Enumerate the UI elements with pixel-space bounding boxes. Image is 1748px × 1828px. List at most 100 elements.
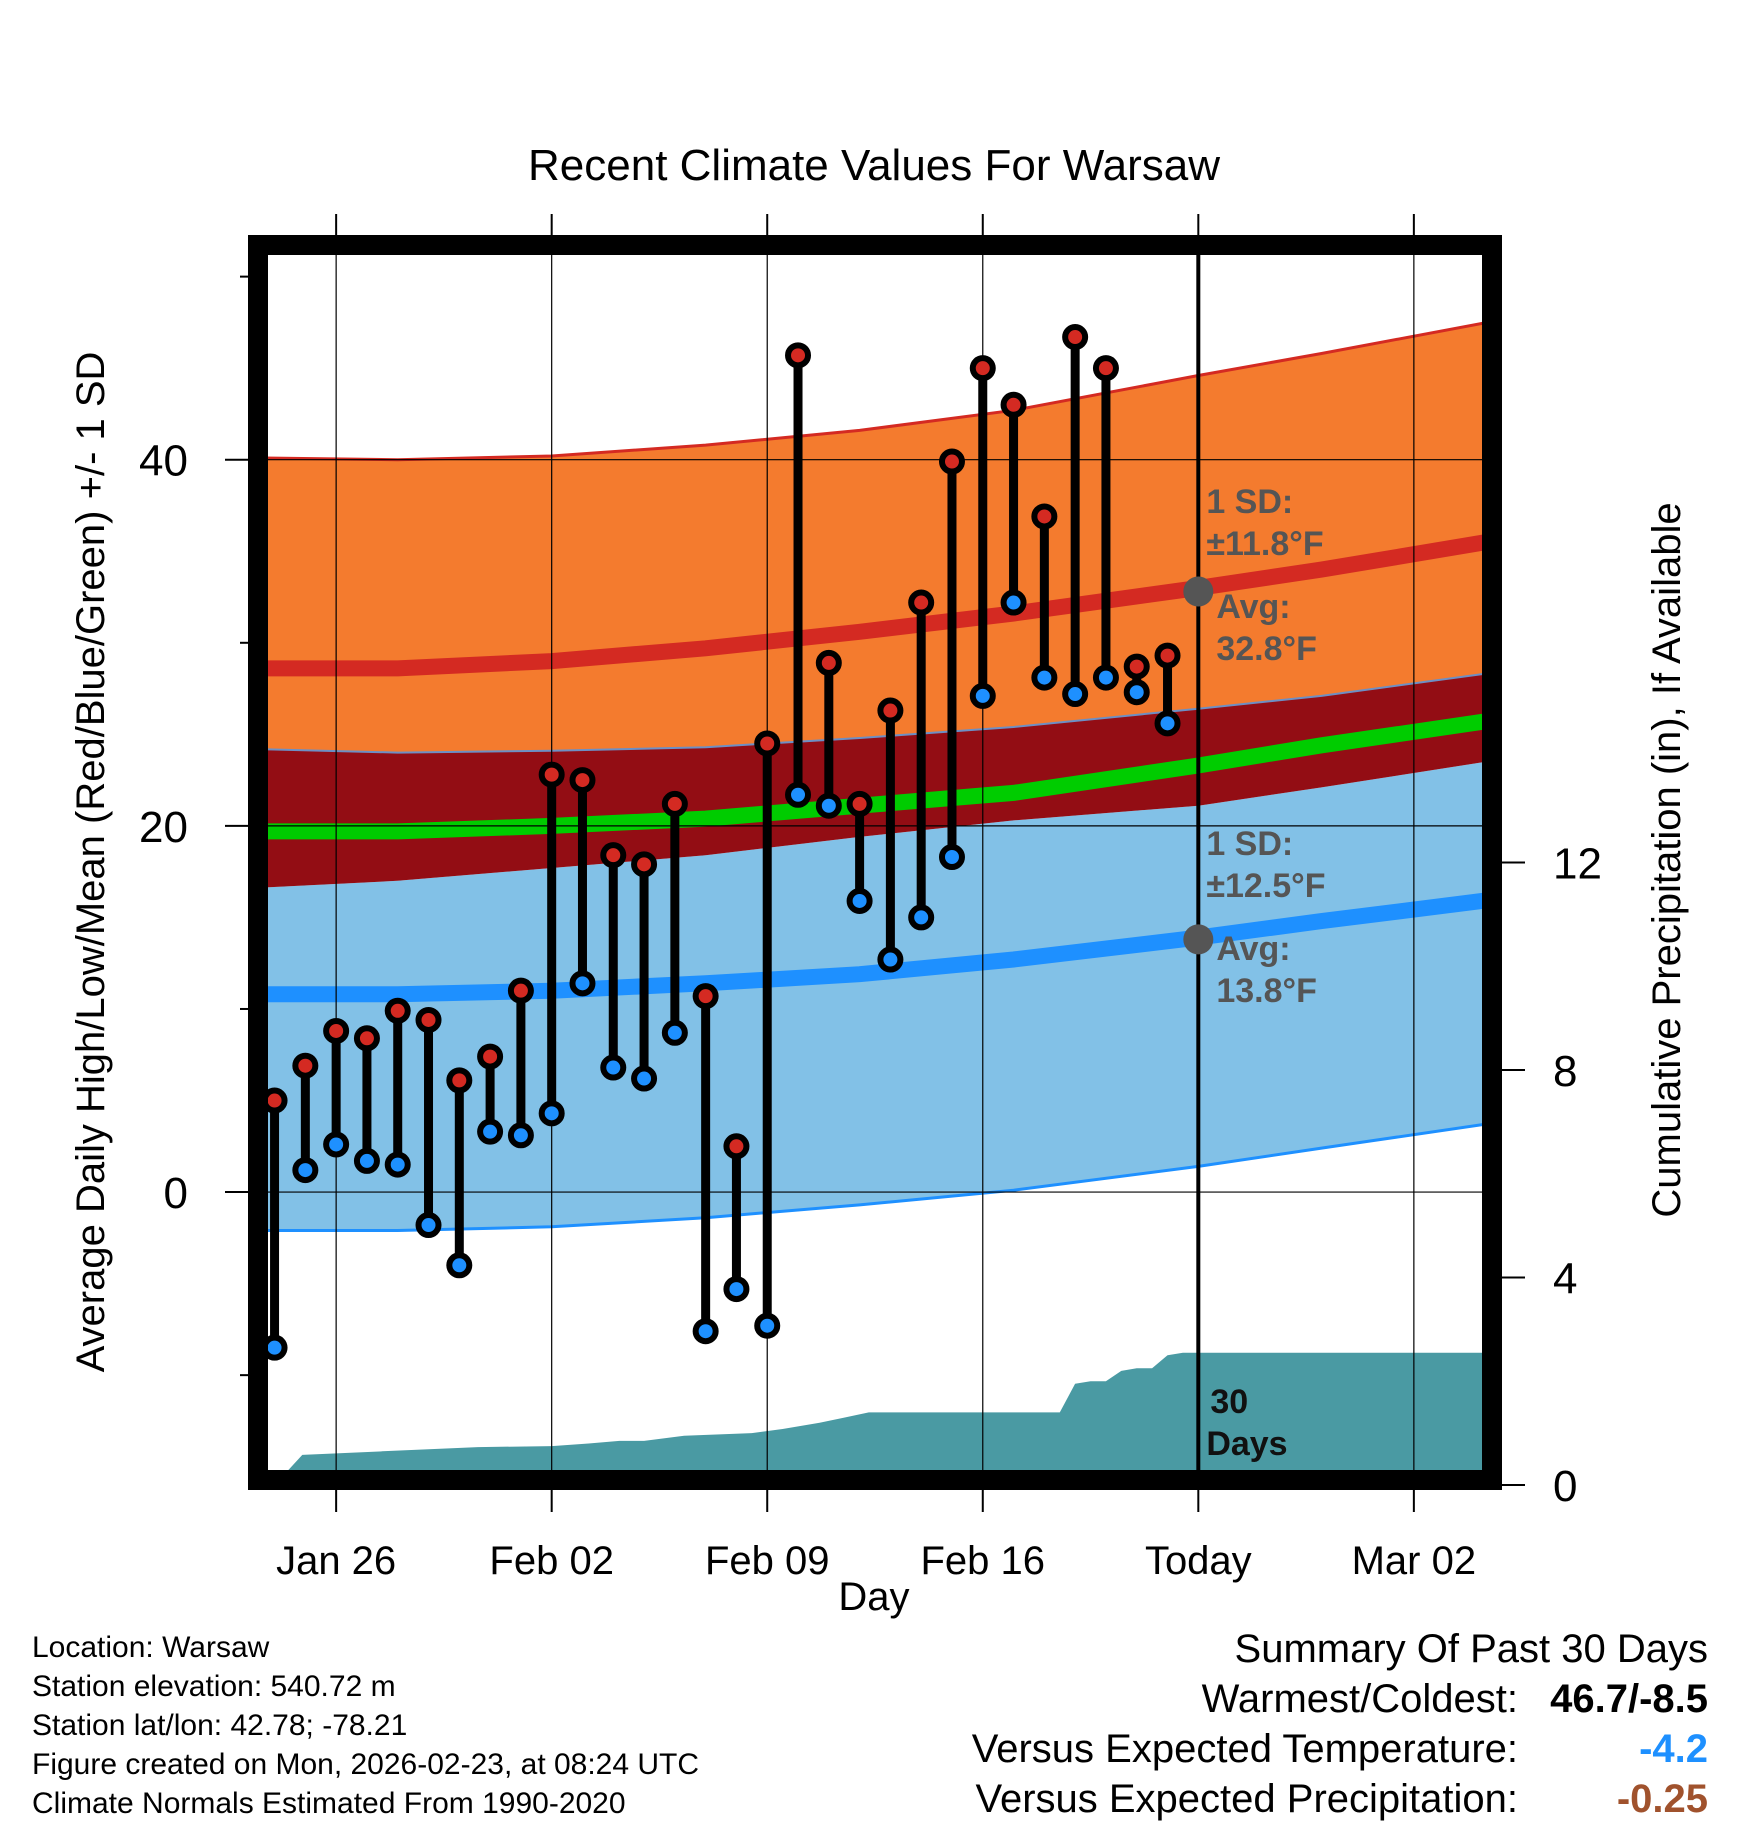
daily-low-point	[631, 1065, 658, 1092]
daily-low-point	[538, 1100, 565, 1127]
normal-high-line	[253, 532, 1497, 677]
location-text: Location: Warsaw	[32, 1631, 270, 1664]
high-band-upper-edge	[253, 319, 1497, 462]
x-tick-label: Feb 02	[489, 1539, 614, 1583]
summary-heading: Summary Of Past 30 Days	[1234, 1627, 1708, 1671]
daily-low-point	[785, 781, 812, 808]
x-axis-label: Day	[838, 1575, 909, 1619]
daily-high-point	[723, 1133, 750, 1160]
created-text: Figure created on Mon, 2026-02-23, at 08…	[32, 1748, 700, 1781]
daily-high-point	[938, 448, 965, 475]
y-tick-label: 20	[139, 803, 188, 852]
low-sd-label: 1 SD:	[1206, 825, 1293, 863]
y2-tick-label: 4	[1553, 1255, 1577, 1304]
low-avg-value: 13.8°F	[1216, 972, 1317, 1010]
daily-low-point	[815, 792, 842, 819]
temp-value: -4.2	[1639, 1727, 1708, 1771]
precip-days-count: 30	[1210, 1383, 1248, 1421]
y-tick-label: 0	[164, 1169, 188, 1218]
summary-warmest-row: Warmest/Coldest: 46.7/-8.5	[972, 1674, 1708, 1724]
high-avg-label: Avg:	[1216, 588, 1290, 626]
high-band-lower-edge	[253, 671, 1497, 754]
temp-label: Versus Expected Temperature:	[971, 1727, 1518, 1771]
daily-low-point	[908, 904, 935, 931]
precip-label: Versus Expected Precipitation:	[975, 1777, 1518, 1821]
summary-temp-row: Versus Expected Temperature: -4.2	[972, 1724, 1708, 1774]
daily-low-point	[384, 1151, 411, 1178]
daily-low-point	[1000, 589, 1027, 616]
y2-axis-label: Cumulative Precipitation (in), If Availa…	[1645, 502, 1689, 1217]
daily-low-point	[692, 1318, 719, 1345]
daily-low-point	[1031, 664, 1058, 691]
normals-text: Climate Normals Estimated From 1990-2020	[32, 1787, 626, 1820]
daily-high-point	[1000, 391, 1027, 418]
normal-low-line	[253, 891, 1497, 1003]
today-high-avg-marker	[1183, 576, 1214, 607]
x-tick-label: Feb 09	[705, 1539, 830, 1583]
daily-high-point	[661, 790, 688, 817]
y-axis-label: Average Daily High/Low/Mean (Red/Blue/Gr…	[69, 352, 113, 1373]
warmest-value: 46.7/-8.5	[1550, 1677, 1708, 1721]
daily-low-point	[415, 1212, 442, 1239]
summary-precip-row: Versus Expected Precipitation: -0.25	[972, 1774, 1708, 1824]
daily-low-point	[446, 1252, 473, 1279]
daily-high-point	[908, 589, 935, 616]
daily-low-point	[877, 946, 904, 973]
daily-high-point	[600, 842, 627, 869]
daily-low-point	[661, 1019, 688, 1046]
y2-tick-label: 8	[1553, 1047, 1577, 1096]
daily-high-point	[815, 649, 842, 676]
station-info: Location: Warsaw Station elevation: 540.…	[32, 1628, 699, 1823]
high-avg-value: 32.8°F	[1216, 630, 1317, 668]
low-band-lower-edge	[253, 1121, 1497, 1232]
summary-panel: Summary Of Past 30 Days Warmest/Coldest:…	[972, 1624, 1708, 1824]
daily-low-point	[477, 1118, 504, 1145]
daily-low-point	[938, 844, 965, 871]
daily-high-point	[292, 1052, 319, 1079]
daily-high-point	[353, 1025, 380, 1052]
daily-low-point	[846, 887, 873, 914]
daily-high-point	[415, 1006, 442, 1033]
daily-low-point	[1123, 679, 1150, 706]
daily-high-point	[785, 342, 812, 369]
daily-high-point	[1123, 653, 1150, 680]
x-tick-label: Mar 02	[1352, 1539, 1477, 1583]
daily-high-point	[1092, 355, 1119, 382]
precip-days-label: Days	[1206, 1425, 1287, 1463]
daily-high-point	[538, 761, 565, 788]
climate-chart: Recent Climate Values For Warsaw 1 SD: ±11…	[69, 141, 1689, 1619]
daily-low-point	[569, 970, 596, 997]
chart-title: Recent Climate Values For Warsaw	[528, 141, 1220, 190]
daily-high-point	[1062, 324, 1089, 351]
latlon-text: Station lat/lon: 42.78; -78.21	[32, 1709, 408, 1742]
high-sd-label: 1 SD:	[1206, 483, 1293, 521]
high-sd-band	[253, 320, 1497, 753]
high-sd-value: ±11.8°F	[1206, 525, 1323, 563]
daily-high-point	[446, 1067, 473, 1094]
daily-high-point	[569, 767, 596, 794]
daily-low-point	[1062, 681, 1089, 708]
daily-high-point	[477, 1043, 504, 1070]
low-avg-label: Avg:	[1216, 930, 1290, 968]
x-tick-label: Feb 16	[921, 1539, 1046, 1583]
mean-sd-band	[253, 672, 1497, 889]
daily-high-point	[384, 997, 411, 1024]
y2-tick-label: 12	[1553, 840, 1602, 889]
daily-low-point	[969, 682, 996, 709]
daily-high-point	[323, 1017, 350, 1044]
daily-low-point	[507, 1122, 534, 1149]
daily-high-point	[969, 355, 996, 382]
daily-low-point	[1092, 664, 1119, 691]
daily-high-point	[846, 790, 873, 817]
daily-low-point	[353, 1147, 380, 1174]
daily-high-point	[877, 697, 904, 724]
low-sd-value: ±12.5°F	[1206, 867, 1325, 905]
daily-low-point	[1154, 710, 1181, 737]
daily-low-point	[600, 1054, 627, 1081]
daily-low-point	[754, 1312, 781, 1339]
daily-low-point	[723, 1276, 750, 1303]
today-low-avg-marker	[1183, 924, 1214, 955]
plot-area: 1 SD: ±11.8°F Avg: 32.8°F 1 SD: ±12.5°F Avg: 13…	[253, 240, 1497, 1485]
daily-high-point	[631, 851, 658, 878]
precip-area	[274, 1352, 1497, 1485]
